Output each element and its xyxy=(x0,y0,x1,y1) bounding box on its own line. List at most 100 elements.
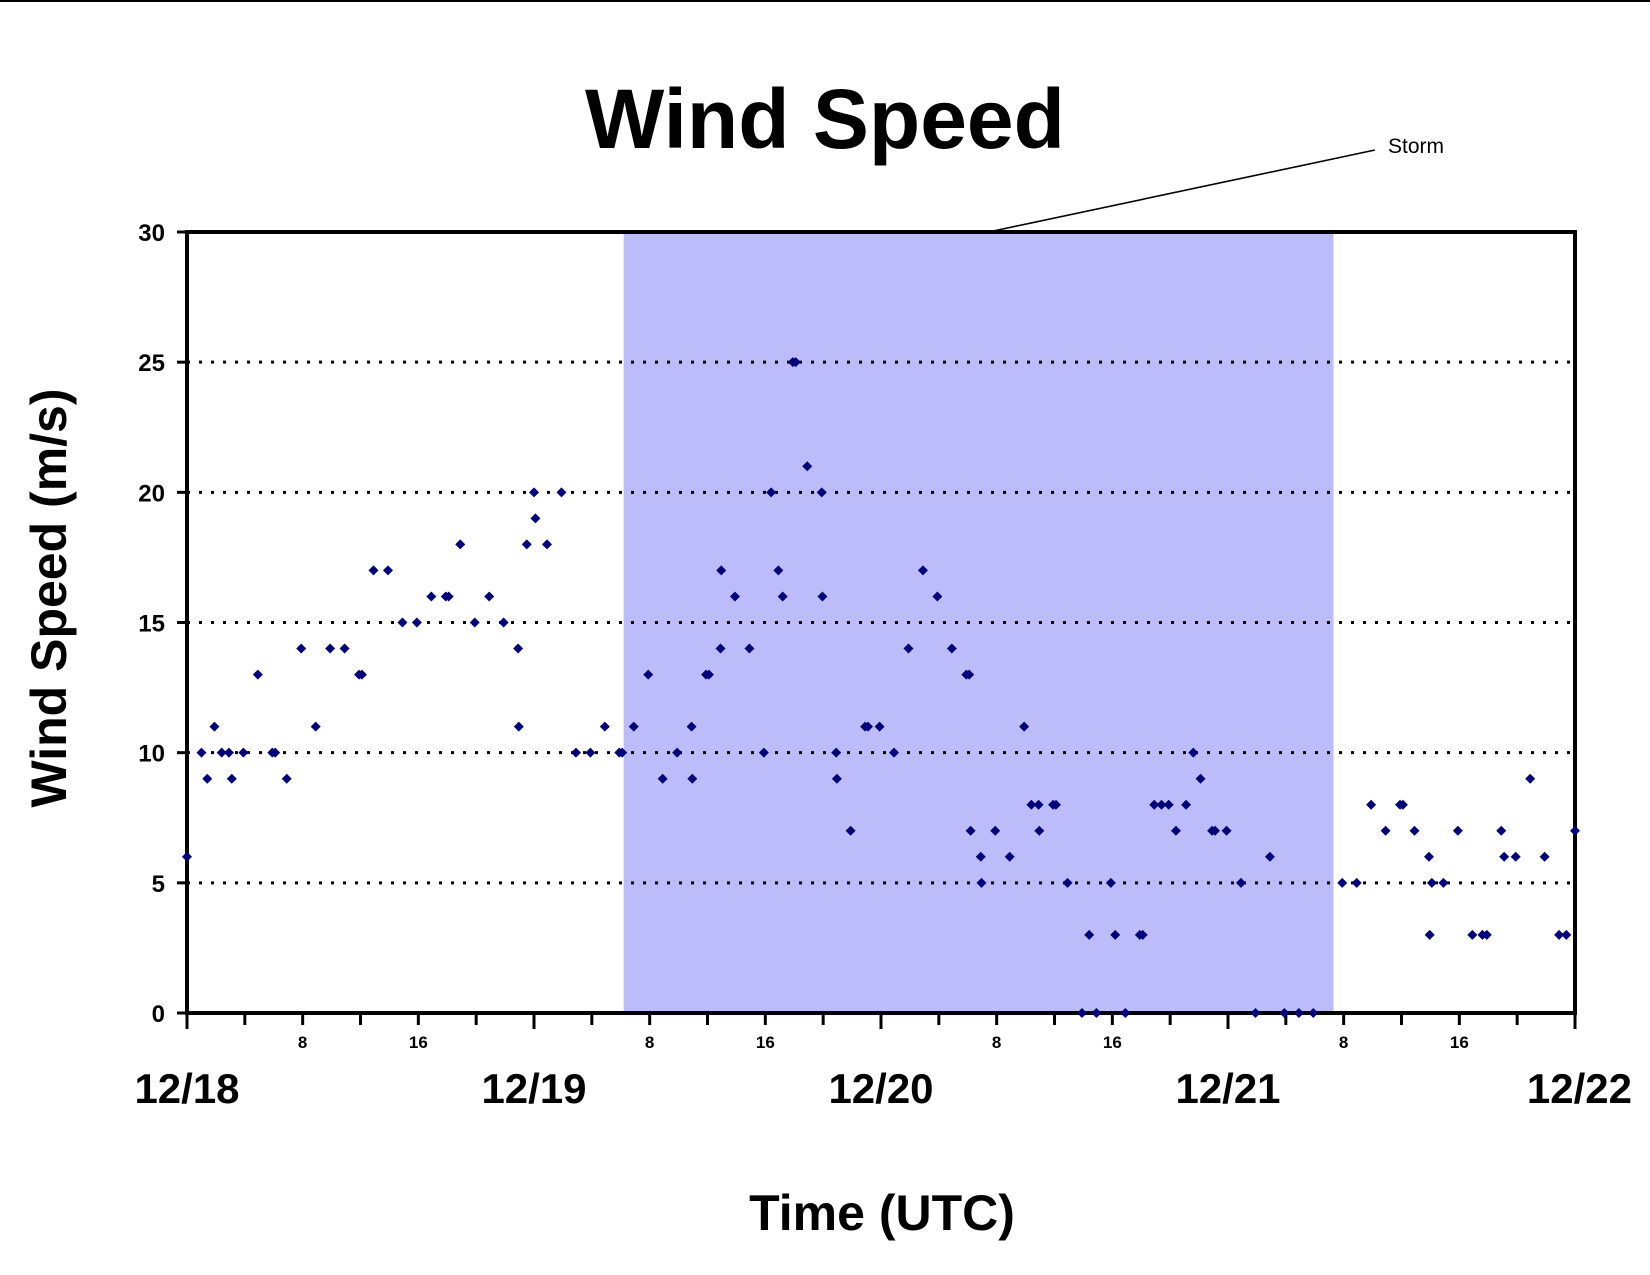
data-point xyxy=(703,669,714,680)
x-date-label: 12/22 xyxy=(1527,1065,1632,1112)
data-point xyxy=(628,721,639,732)
data-point xyxy=(325,643,336,654)
data-point xyxy=(1034,825,1045,836)
data-point xyxy=(758,747,769,758)
data-point xyxy=(1424,929,1435,940)
data-point xyxy=(1149,799,1160,810)
x-axis-ticks: 8 16 8 16 8 16 8 16 12/18 12/19 12/20 12/21 12/22 xyxy=(134,1013,1632,1112)
data-point xyxy=(202,773,213,784)
data-point xyxy=(917,565,928,576)
data-point xyxy=(1163,799,1174,810)
data-point xyxy=(1561,929,1572,940)
data-point xyxy=(990,825,1001,836)
data-point xyxy=(1337,877,1348,888)
data-point xyxy=(1110,929,1121,940)
data-point xyxy=(1050,799,1061,810)
data-point xyxy=(715,643,726,654)
data-point xyxy=(831,747,842,758)
data-point xyxy=(802,461,813,472)
data-point xyxy=(687,773,698,784)
data-point xyxy=(716,565,727,576)
data-point xyxy=(513,721,524,732)
y-tick-label: 0 xyxy=(152,1001,165,1028)
data-point xyxy=(599,721,610,732)
data-point xyxy=(657,773,668,784)
data-point xyxy=(975,851,986,862)
data-point xyxy=(1004,851,1015,862)
data-point xyxy=(777,591,788,602)
data-point xyxy=(196,747,207,758)
data-point xyxy=(1452,825,1463,836)
data-point xyxy=(1195,773,1206,784)
data-point xyxy=(382,565,393,576)
data-point xyxy=(643,669,654,680)
data-point xyxy=(889,747,900,758)
data-point xyxy=(1366,799,1377,810)
data-point xyxy=(672,747,683,758)
data-point xyxy=(1033,799,1044,810)
data-point xyxy=(845,825,856,836)
data-point xyxy=(216,747,227,758)
data-point xyxy=(1188,747,1199,758)
data-point xyxy=(1380,825,1391,836)
x-hour-label: 16 xyxy=(756,1033,775,1052)
data-point xyxy=(455,539,466,550)
data-point xyxy=(339,643,350,654)
data-point xyxy=(1351,877,1362,888)
data-point xyxy=(542,539,553,550)
x-date-label: 12/20 xyxy=(828,1065,933,1112)
data-point xyxy=(1250,1008,1261,1018)
x-date-label: 12/19 xyxy=(481,1065,586,1112)
data-point xyxy=(946,643,957,654)
data-point xyxy=(773,565,784,576)
y-axis-title: Wind Speed (m/s) xyxy=(21,388,77,807)
data-point xyxy=(223,747,234,758)
chart-title: Wind Speed xyxy=(585,72,1065,166)
data-point xyxy=(484,591,495,602)
data-point xyxy=(1156,799,1167,810)
data-point xyxy=(817,591,828,602)
data-point xyxy=(1308,1008,1319,1018)
data-point xyxy=(1481,929,1492,940)
y-tick-label: 5 xyxy=(152,871,165,898)
x-hour-label: 8 xyxy=(1339,1033,1348,1052)
data-point xyxy=(1426,877,1437,888)
data-point xyxy=(1554,929,1565,940)
data-point xyxy=(426,591,437,602)
data-point xyxy=(1438,877,1449,888)
data-point xyxy=(932,591,943,602)
data-point xyxy=(686,721,697,732)
y-tick-label: 20 xyxy=(138,480,165,507)
data-point xyxy=(964,669,975,680)
data-point xyxy=(1423,851,1434,862)
x-axis-title: Time (UTC) xyxy=(749,1185,1015,1241)
data-point xyxy=(1293,1008,1304,1018)
data-point xyxy=(1499,851,1510,862)
y-axis-ticks: 0 5 10 15 20 25 30 xyxy=(138,220,187,1028)
data-point xyxy=(530,513,541,524)
data-point xyxy=(744,643,755,654)
data-point xyxy=(368,565,379,576)
data-point xyxy=(570,747,581,758)
y-tick-label: 25 xyxy=(138,350,165,377)
data-point xyxy=(1091,1008,1102,1018)
data-point xyxy=(1539,851,1550,862)
data-point xyxy=(1105,877,1116,888)
data-point xyxy=(790,357,801,368)
data-point xyxy=(1279,1008,1290,1018)
data-point xyxy=(1236,877,1247,888)
x-hour-label: 8 xyxy=(992,1033,1001,1052)
data-point xyxy=(617,747,628,758)
y-tick-label: 15 xyxy=(138,611,165,638)
x-date-label: 12/21 xyxy=(1175,1065,1280,1112)
data-point xyxy=(296,643,307,654)
data-point xyxy=(270,747,281,758)
data-point xyxy=(766,487,777,498)
data-point xyxy=(182,851,192,862)
data-point xyxy=(498,617,509,628)
data-point xyxy=(1221,825,1232,836)
data-point xyxy=(874,721,885,732)
data-point xyxy=(281,773,292,784)
data-point xyxy=(903,643,914,654)
data-point xyxy=(513,643,524,654)
